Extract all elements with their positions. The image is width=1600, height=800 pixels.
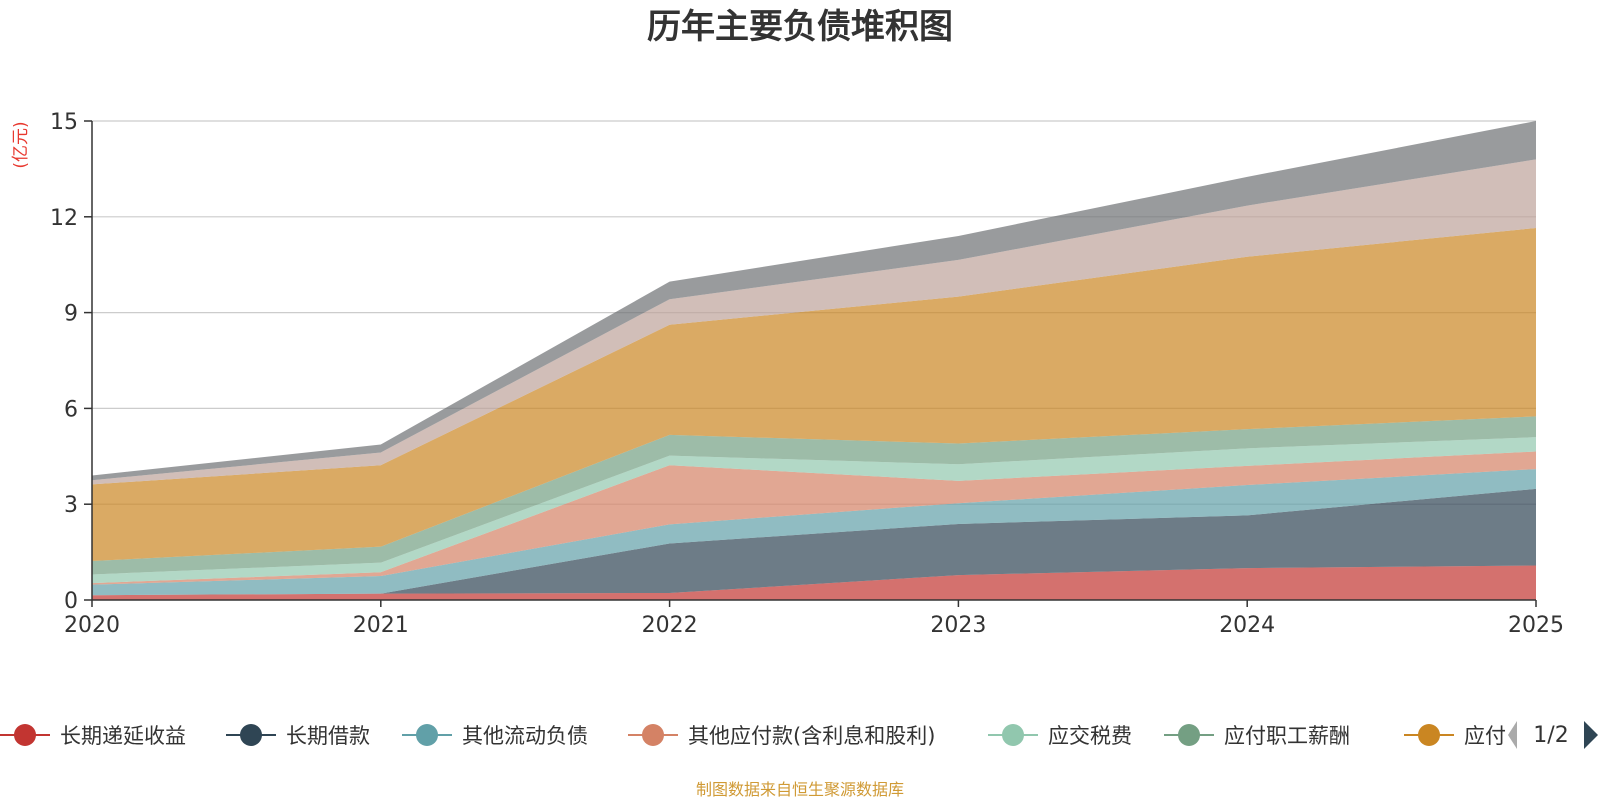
- legend-item-6[interactable]: 应付: [1404, 724, 1506, 748]
- area-series-7[interactable]: [92, 159, 1536, 485]
- area-series-0[interactable]: [92, 565, 1536, 600]
- legend-marker: [240, 724, 262, 746]
- legend-label: 应交税费: [1048, 724, 1132, 748]
- area-series-4[interactable]: [92, 437, 1536, 584]
- legend-label: 其他流动负债: [462, 724, 588, 748]
- y-axis-unit: (亿元): [11, 121, 31, 168]
- x-tick-label: 2025: [1508, 613, 1564, 638]
- legend-marker: [416, 724, 438, 746]
- area-series-6[interactable]: [92, 227, 1536, 562]
- y-tick-label: 3: [64, 493, 78, 518]
- legend-item-1[interactable]: 长期借款: [226, 724, 370, 748]
- y-tick-label: 9: [64, 302, 78, 327]
- legend-page-indicator: 1/2: [1533, 723, 1568, 748]
- legend-item-2[interactable]: 其他流动负债: [402, 724, 588, 748]
- legend-prev-icon[interactable]: [1508, 721, 1517, 749]
- legend-label: 长期借款: [286, 724, 370, 748]
- legend-item-3[interactable]: 其他应付款(含利息和股利): [628, 724, 935, 748]
- x-tick-label: 2021: [353, 613, 409, 638]
- legend-label: 长期递延收益: [60, 724, 186, 748]
- y-tick-label: 15: [50, 110, 78, 135]
- legend-pager: 1/2: [1508, 721, 1598, 749]
- legend-label: 应付: [1464, 724, 1506, 748]
- y-tick-label: 6: [64, 397, 78, 422]
- area-series-5[interactable]: [92, 416, 1536, 575]
- x-tick-label: 2022: [642, 613, 698, 638]
- legend-marker: [1002, 724, 1024, 746]
- legend-item-4[interactable]: 应交税费: [988, 724, 1132, 748]
- legend-marker: [1418, 724, 1440, 746]
- area-series-1[interactable]: [92, 488, 1536, 596]
- area-series-2[interactable]: [92, 469, 1536, 596]
- legend-marker: [14, 724, 36, 746]
- x-tick-label: 2023: [930, 613, 986, 638]
- y-tick-label: 0: [64, 589, 78, 614]
- chart-title: 历年主要负债堆积图: [647, 7, 953, 47]
- legend-next-icon[interactable]: [1584, 721, 1598, 749]
- x-tick-label: 2020: [64, 613, 120, 638]
- legend: 长期递延收益 长期借款 其他流动负债 其他应付款(含利息和股利) 应交税费 应付职工薪酬 应…: [0, 724, 1506, 748]
- area-series-3[interactable]: [92, 451, 1536, 585]
- legend-item-0[interactable]: 长期递延收益: [0, 724, 186, 748]
- data-source-note: 制图数据来自恒生聚源数据库: [696, 780, 904, 799]
- legend-label: 应付职工薪酬: [1224, 724, 1350, 748]
- legend-marker: [1178, 724, 1200, 746]
- legend-label: 其他应付款(含利息和股利): [688, 724, 935, 748]
- area-series-8[interactable]: [92, 121, 1536, 481]
- axes: 0 3 6 9 12 15 2020 2021 2022 2023 2024 2025: [50, 110, 1564, 638]
- x-tick-label: 2024: [1219, 613, 1275, 638]
- legend-marker: [642, 724, 664, 746]
- area-series: [92, 121, 1536, 600]
- y-tick-label: 12: [50, 206, 78, 231]
- legend-item-5[interactable]: 应付职工薪酬: [1164, 724, 1350, 748]
